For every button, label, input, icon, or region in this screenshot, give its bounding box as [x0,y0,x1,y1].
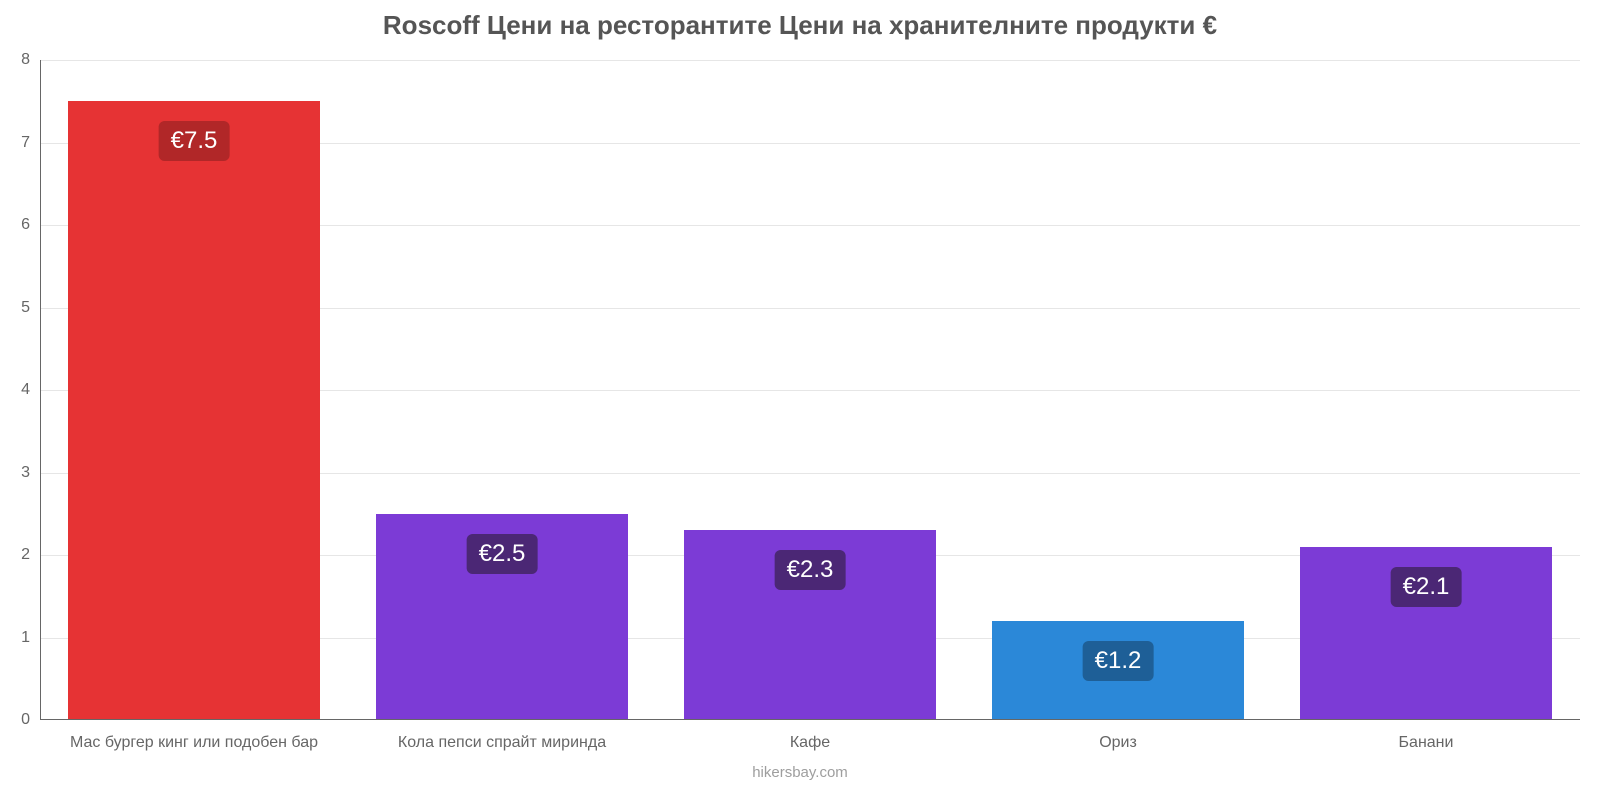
y-tick-label: 4 [21,381,30,399]
x-tick-label: Мас бургер кинг или подобен бар [70,734,318,752]
bar: €2.3 [684,530,937,720]
chart-footer: hikersbay.com [0,764,1600,781]
chart-container: Roscoff Цени на ресторантите Цени на хра… [0,0,1600,800]
bar: €2.1 [1300,547,1553,720]
x-tick-label: Кафе [790,734,830,752]
x-axis [40,719,1580,720]
y-tick-label: 3 [21,464,30,482]
bars-layer: €7.5 €2.5 €2.3 €1.2 €2.1 [40,60,1580,720]
y-tick-label: 6 [21,216,30,234]
bar-value-label: €7.5 [159,121,230,161]
y-tick-label: 1 [21,629,30,647]
bar: €7.5 [68,101,321,720]
plot-area: €7.5€2.5€2.3€1.2€2.1 012345678 Мас бурге… [40,60,1580,720]
y-tick-label: 5 [21,299,30,317]
bar-value-label: €1.2 [1083,641,1154,681]
bar: €2.5 [376,514,629,720]
chart-title: Roscoff Цени на ресторантите Цени на хра… [0,0,1600,41]
y-tick-label: 0 [21,711,30,729]
y-tick-label: 8 [21,51,30,69]
bar-value-label: €2.1 [1391,567,1462,607]
x-tick-label: Кола пепси спрайт миринда [398,734,606,752]
y-tick-label: 7 [21,134,30,152]
bar: €1.2 [992,621,1245,720]
x-tick-label: Банани [1399,734,1454,752]
y-axis [40,60,41,720]
x-tick-label: Ориз [1099,734,1137,752]
bar-value-label: €2.3 [775,550,846,590]
y-tick-label: 2 [21,546,30,564]
bar-value-label: €2.5 [467,534,538,574]
